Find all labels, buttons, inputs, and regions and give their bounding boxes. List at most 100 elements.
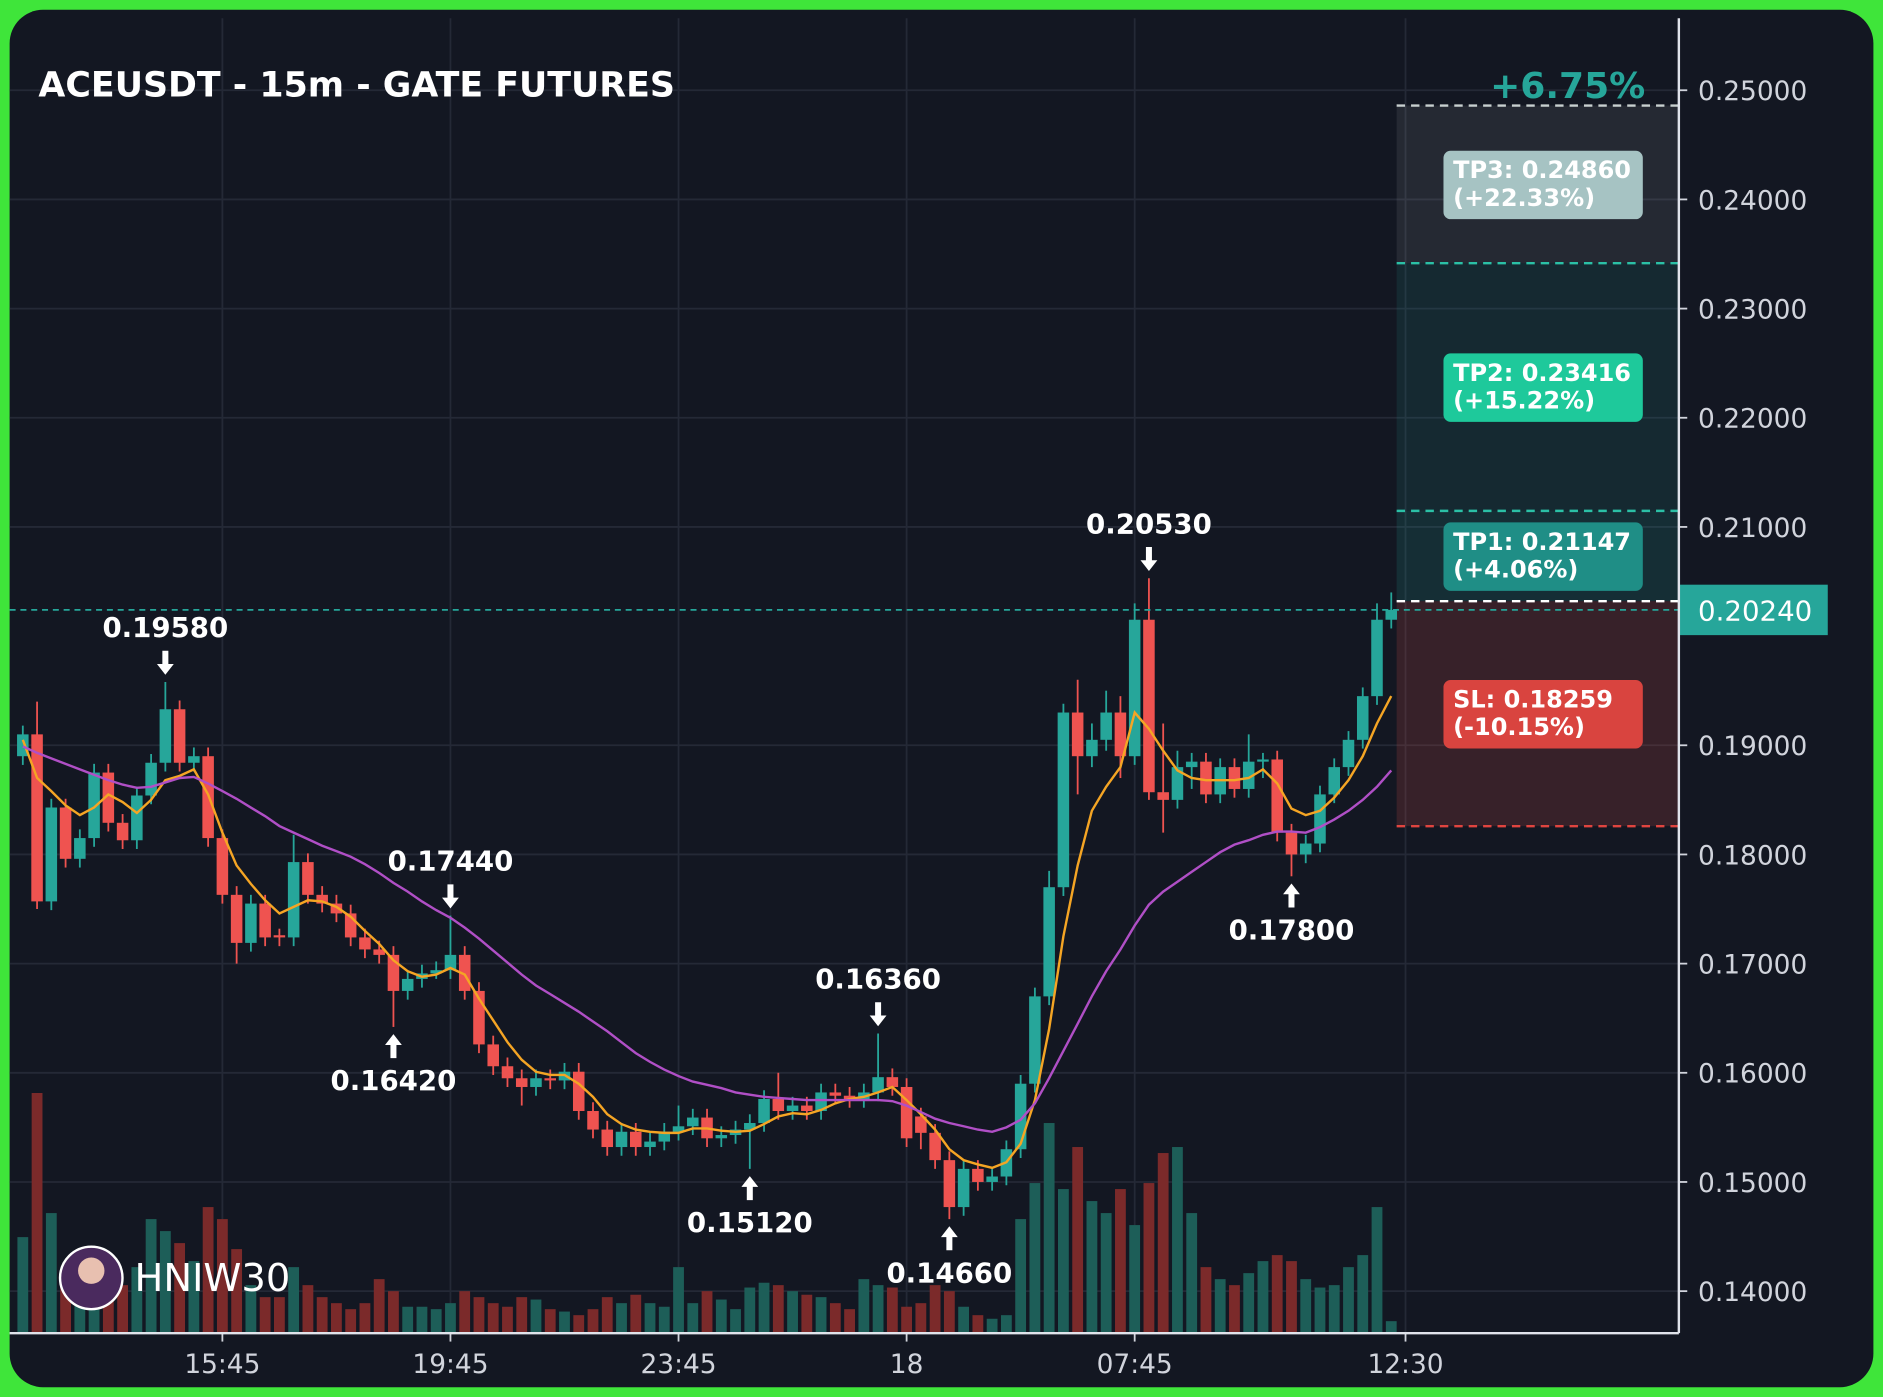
volume-bar [772, 1285, 784, 1334]
volume-bar [1357, 1255, 1369, 1334]
volume-bar [1086, 1201, 1098, 1334]
volume-bar [1186, 1213, 1198, 1334]
level-label: SL: 0.18259 [1453, 685, 1613, 713]
volume-bar [516, 1297, 528, 1334]
volume-bar [530, 1299, 542, 1334]
candle-body [145, 762, 157, 796]
volume-bar [60, 1285, 71, 1334]
ma-line [22, 745, 1393, 1134]
volume-bar [1229, 1285, 1240, 1334]
volume-bar [687, 1303, 699, 1334]
volume-bar [673, 1267, 684, 1334]
candle-body [1071, 712, 1084, 757]
volume-bar [901, 1306, 913, 1334]
candle-body [587, 1111, 599, 1130]
volume-bar [1214, 1279, 1226, 1334]
y-tick-label: 0.16000 [1698, 1059, 1807, 1090]
volume-bar [1286, 1261, 1297, 1334]
candle-body [1200, 761, 1212, 795]
avatar-face [78, 1257, 105, 1284]
candle-body [915, 1116, 927, 1133]
volume-bar [1029, 1183, 1041, 1334]
candle-body [102, 772, 115, 823]
volume-bar [416, 1306, 428, 1334]
candle-body [116, 822, 129, 841]
volume-bar [1157, 1153, 1169, 1334]
x-tick-label: 15:45 [184, 1349, 260, 1380]
volume-bar [1072, 1147, 1084, 1334]
candle-body [444, 954, 457, 971]
candle-body [744, 1123, 756, 1130]
volume-bar [159, 1231, 171, 1334]
candle-body [344, 913, 357, 938]
ma-line [21, 695, 1393, 1170]
level-note: (+22.33%) [1453, 184, 1595, 212]
candle-body [715, 1135, 728, 1139]
volume-bar [559, 1311, 570, 1334]
level-label-box [1443, 353, 1643, 422]
y-tick-label: 0.17000 [1698, 950, 1807, 981]
candle-body [672, 1126, 685, 1132]
volume-bar [316, 1297, 328, 1334]
annotation-label: 0.14660 [886, 1256, 1012, 1289]
y-tick-label: 0.22000 [1698, 404, 1807, 435]
candle-body [359, 937, 371, 950]
volume-bar [216, 1219, 228, 1334]
candle-body [815, 1092, 827, 1112]
volume-bar [359, 1303, 371, 1334]
candle-body [316, 894, 328, 904]
price-tag [1678, 584, 1828, 636]
y-tick-label: 0.23000 [1698, 294, 1807, 325]
candle-body [1143, 619, 1155, 793]
annotation-label: 0.15120 [687, 1206, 813, 1239]
candle-body [1185, 761, 1198, 768]
annotation-arrow [1140, 547, 1158, 572]
volume-bar [958, 1306, 970, 1334]
annotation-arrow [741, 1176, 759, 1201]
volume-bar [758, 1282, 770, 1334]
candle-body [45, 807, 58, 902]
volume-bar [45, 1213, 57, 1334]
chart-title: ACEUSDT - 15m - GATE FUTURES [38, 66, 675, 106]
candle-body [972, 1168, 984, 1182]
annotation-label: 0.16360 [815, 963, 941, 996]
x-tick-label: 19:45 [412, 1349, 488, 1380]
candle-body [1371, 619, 1383, 697]
volume-bar [202, 1207, 214, 1334]
candle-body [401, 978, 414, 991]
volume-bar [188, 1261, 200, 1334]
candle-body [644, 1141, 656, 1148]
level-label-box [1443, 680, 1643, 749]
plot-layer: 0.14000 0.15000 0.16000 0.17000 0.18000 0.190… [9, 18, 1828, 1380]
candle-body [1257, 759, 1269, 762]
y-tick-label: 0.19000 [1698, 731, 1807, 762]
volume-bar [1385, 1321, 1397, 1334]
candle-body [487, 1044, 499, 1067]
candle-body [758, 1098, 770, 1124]
candle-body [430, 970, 442, 974]
candle-body [929, 1132, 941, 1161]
candle-body [843, 1095, 856, 1099]
volume-bar [658, 1306, 670, 1334]
annotation-arrow [940, 1226, 958, 1251]
volume-bar [117, 1285, 129, 1334]
candle-body [1029, 996, 1041, 1084]
candle-body [473, 990, 485, 1045]
candle-body [330, 903, 343, 914]
volume-bar [302, 1285, 314, 1334]
volume-bar [730, 1309, 741, 1334]
candle-body [1314, 794, 1326, 844]
volume-bar [17, 1237, 29, 1334]
candle-body [387, 954, 400, 991]
candle-body [530, 1078, 542, 1087]
candle-body [1228, 767, 1241, 789]
volume-bar [459, 1291, 471, 1334]
candle-body [829, 1092, 842, 1096]
volume-bar [1300, 1279, 1312, 1334]
volume-bar [345, 1309, 357, 1334]
volume-bar [373, 1279, 385, 1334]
volume-bar [1115, 1189, 1126, 1334]
volume-bar [1200, 1267, 1212, 1334]
volume-bar [587, 1309, 599, 1334]
